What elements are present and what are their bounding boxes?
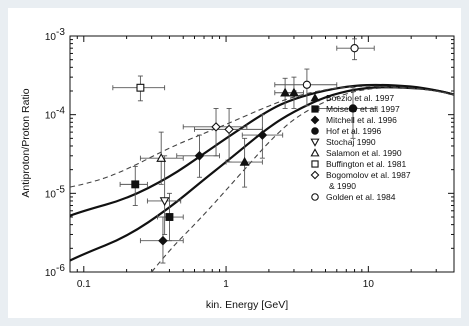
legend-marker-6	[310, 148, 320, 157]
data-point-series-9	[350, 44, 359, 53]
data-point-series-8	[211, 122, 221, 132]
legend-marker-3	[310, 115, 320, 125]
y-tick-label: 10	[45, 32, 57, 43]
x-tick-label: 1	[223, 279, 229, 290]
data-point-series-2	[131, 180, 140, 189]
data-point-series-3	[194, 151, 205, 161]
data-point-series-4	[348, 104, 358, 113]
legend-label-8: & 1990	[329, 181, 356, 191]
plot-area-frame	[69, 35, 455, 273]
model-curve-1	[69, 83, 455, 217]
y-tick-exponent: -3	[56, 27, 65, 38]
legend-marker-1	[310, 93, 320, 102]
y-tick-label: 10	[45, 111, 57, 122]
data-point-series-7	[136, 83, 145, 92]
legend-label-2: Moiseev et al. 1997	[326, 104, 400, 114]
legend-label-6: Salamon et al. 1990	[326, 148, 402, 158]
y-tick-label: 10	[45, 189, 57, 200]
legend-marker-8	[310, 170, 320, 180]
legend-label-1: Boezio et al. 1997	[326, 93, 394, 103]
y-tick-exponent: -4	[56, 106, 65, 117]
data-point-series-8	[224, 124, 234, 135]
data-point-series-2	[165, 213, 174, 221]
legend-label-4: Hof et al. 1996	[326, 126, 382, 136]
legend-marker-4	[311, 127, 319, 135]
x-tick-label: 0.1	[77, 279, 91, 290]
data-point-series-1	[280, 87, 291, 97]
legend-marker-7	[311, 160, 319, 168]
data-point-series-3	[158, 235, 168, 246]
legend-marker-9	[311, 193, 319, 201]
x-tick-label: 10	[363, 279, 375, 290]
data-point-series-1	[239, 156, 250, 166]
y-axis-label: Antiproton/Proton Ratio	[20, 88, 32, 197]
data-point-series-5	[159, 197, 170, 207]
legend-label-8: Bogomolov et al. 1987	[326, 170, 411, 180]
y-tick-exponent: -6	[56, 263, 65, 274]
figure-panel: 0.1 1 10 10 -6 10 -5 10 -4 10 -3 Boezio et al. 199…	[8, 8, 461, 318]
model-curve-3	[69, 85, 455, 188]
data-point-series-9	[302, 80, 312, 89]
legend-label-3: Mitchell et al. 1996	[326, 115, 397, 125]
model-curve-4	[151, 87, 455, 273]
legend-marker-2	[311, 105, 319, 113]
data-point-series-6	[156, 153, 167, 162]
x-axis-label: kin. Energy [GeV]	[206, 299, 288, 311]
data-point-series-1	[289, 87, 299, 97]
legend-label-5: Stochaj 1990	[326, 137, 376, 147]
y-tick-exponent: -5	[56, 184, 65, 195]
legend-marker-5	[310, 138, 320, 147]
y-tick-label: 10	[45, 268, 57, 279]
legend-label-9: Golden et al. 1984	[326, 192, 396, 202]
legend-label-7: Buffington et al. 1981	[326, 159, 406, 169]
data-point-series-3	[257, 130, 268, 140]
